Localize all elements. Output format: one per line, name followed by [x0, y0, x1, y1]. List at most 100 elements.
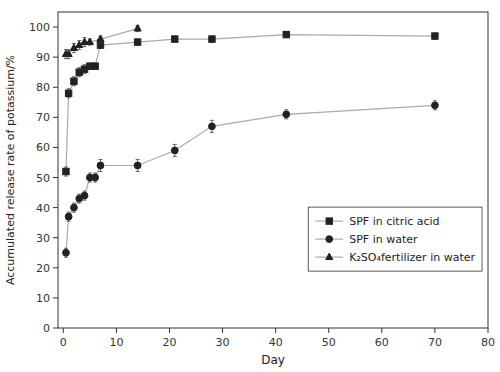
point — [134, 25, 141, 31]
series — [63, 31, 438, 176]
y-tick — [53, 57, 58, 58]
error-bar-cap — [77, 203, 81, 204]
error-bar-cap — [136, 171, 140, 172]
x-tick-label: 60 — [375, 336, 389, 349]
y-tick-label: 20 — [36, 262, 50, 275]
x-tick-label: 70 — [428, 336, 442, 349]
y-tick-label: 40 — [36, 202, 50, 215]
x-tick-label: 20 — [162, 336, 176, 349]
error-bar-cap — [88, 182, 92, 183]
point — [432, 102, 439, 109]
point — [65, 90, 71, 96]
error-bar-cap — [93, 182, 97, 183]
point — [209, 36, 215, 42]
point — [71, 204, 78, 211]
point — [92, 174, 99, 181]
y-tick — [53, 117, 58, 118]
point — [209, 123, 216, 130]
error-bar-cap — [72, 85, 76, 86]
error-bar-cap — [284, 109, 288, 110]
x-tick — [116, 328, 117, 333]
y-tick — [53, 207, 58, 208]
error-bar-cap — [284, 118, 288, 119]
point — [97, 42, 103, 48]
y-tick — [53, 27, 58, 28]
error-bar-cap — [83, 64, 87, 65]
point — [92, 63, 98, 69]
error-bar-cap — [210, 120, 214, 121]
y-tick — [53, 267, 58, 268]
chart: 010203040506070800102030405060708090100D… — [0, 0, 500, 372]
legend-label: K₂SO₄fertilizer in water — [349, 251, 475, 264]
error-bar-cap — [72, 76, 76, 77]
x-tick-label: 50 — [322, 336, 336, 349]
error-bar-cap — [67, 58, 71, 59]
x-tick-label: 0 — [60, 336, 67, 349]
error-bar-cap — [433, 109, 437, 110]
y-tick — [53, 237, 58, 238]
error-bar-cap — [98, 171, 102, 172]
error-bar-cap — [173, 156, 177, 157]
error-bar-cap — [67, 88, 71, 89]
error-bar-cap — [64, 257, 68, 258]
point — [283, 111, 290, 118]
error-bar-cap — [83, 191, 87, 192]
x-tick — [381, 328, 382, 333]
error-bar-cap — [67, 212, 71, 213]
error-bar-cap — [64, 248, 68, 249]
point — [134, 39, 140, 45]
series — [63, 101, 439, 257]
point — [97, 162, 104, 169]
point — [86, 38, 93, 44]
y-tick-label: 50 — [36, 172, 50, 185]
point — [65, 213, 72, 220]
x-tick — [222, 328, 223, 333]
legend-marker — [326, 236, 333, 243]
point — [171, 147, 178, 154]
y-tick-label: 90 — [36, 51, 50, 64]
legend-label: SPF in water — [349, 233, 418, 246]
point — [432, 33, 438, 39]
x-tick-label: 40 — [269, 336, 283, 349]
point — [71, 78, 77, 84]
y-tick-label: 100 — [29, 21, 50, 34]
series — [62, 25, 141, 59]
x-tick-label: 10 — [109, 336, 123, 349]
error-bar-cap — [433, 100, 437, 101]
chart-container: 010203040506070800102030405060708090100D… — [0, 0, 500, 372]
x-tick-label: 30 — [216, 336, 230, 349]
y-tick — [53, 87, 58, 88]
error-bar-cap — [83, 73, 87, 74]
x-tick — [169, 328, 170, 333]
point — [172, 36, 178, 42]
error-bar-cap — [72, 212, 76, 213]
series-line — [66, 35, 435, 172]
y-axis-label: Accumulated release rate of potassium/% — [4, 55, 17, 285]
y-tick — [53, 147, 58, 148]
point — [63, 168, 69, 174]
y-tick-label: 60 — [36, 141, 50, 154]
legend-label: SPF in citric acid — [349, 215, 439, 228]
point — [283, 31, 289, 37]
y-tick-label: 10 — [36, 292, 50, 305]
error-bar-cap — [77, 76, 81, 77]
legend-marker — [326, 218, 332, 224]
error-bar-cap — [64, 166, 68, 167]
x-axis-label: Day — [261, 353, 285, 367]
point — [81, 192, 88, 199]
error-bar-cap — [98, 159, 102, 160]
error-bar-cap — [64, 176, 68, 177]
x-tick-label: 80 — [481, 336, 495, 349]
error-bar-cap — [67, 221, 71, 222]
error-bar-cap — [77, 67, 81, 68]
x-tick — [434, 328, 435, 333]
x-tick — [488, 328, 489, 333]
error-bar-cap — [88, 173, 92, 174]
y-tick-label: 70 — [36, 111, 50, 124]
series-line — [66, 29, 138, 55]
error-bar-cap — [83, 200, 87, 201]
error-bar-cap — [93, 173, 97, 174]
error-bar-cap — [77, 194, 81, 195]
y-tick-label: 80 — [36, 81, 50, 94]
x-tick — [275, 328, 276, 333]
